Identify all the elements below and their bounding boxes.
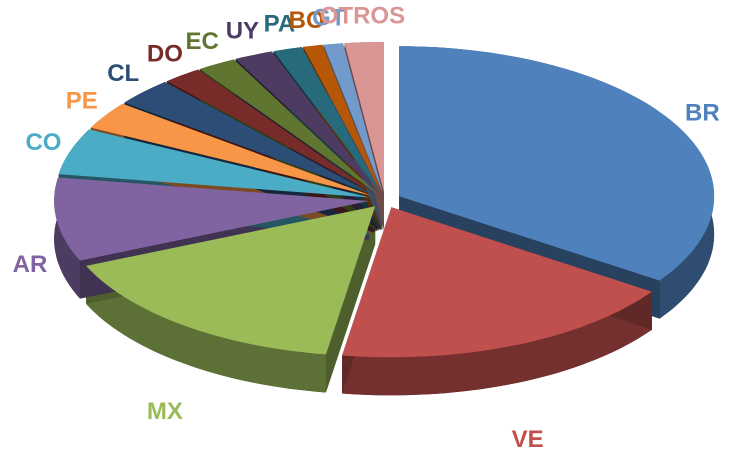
slice-label: MX: [147, 398, 183, 425]
slice-label: EC: [186, 28, 219, 55]
slice-label: CL: [107, 60, 139, 87]
slice: [90, 103, 372, 196]
slice-label: OTROS: [320, 3, 405, 30]
slice-label: PA: [264, 10, 296, 37]
slice: [273, 47, 381, 193]
slice-label: BO: [289, 7, 325, 34]
slice-label: BR: [685, 100, 720, 127]
slice: [86, 206, 376, 355]
slice: [344, 42, 384, 192]
slice: [166, 69, 376, 194]
slice-label: PE: [66, 87, 98, 114]
slice: [124, 82, 374, 195]
slice-side: [342, 291, 652, 396]
slice-side: [86, 265, 326, 393]
slice: [58, 129, 370, 198]
slice: [199, 59, 377, 194]
slice-label: UY: [226, 17, 259, 44]
slice-label: GT: [312, 5, 346, 32]
slice-label: VE: [512, 426, 544, 453]
slice-label: DO: [147, 41, 183, 68]
slice: [342, 207, 652, 358]
slice-wall: [325, 206, 376, 393]
slice: [303, 44, 382, 193]
slice-label: AR: [13, 251, 48, 278]
slice: [399, 46, 715, 281]
slice-side: [54, 177, 80, 299]
slice: [54, 177, 370, 261]
slice-label: CO: [25, 129, 61, 156]
slice: [235, 51, 379, 193]
slice: [323, 43, 383, 193]
